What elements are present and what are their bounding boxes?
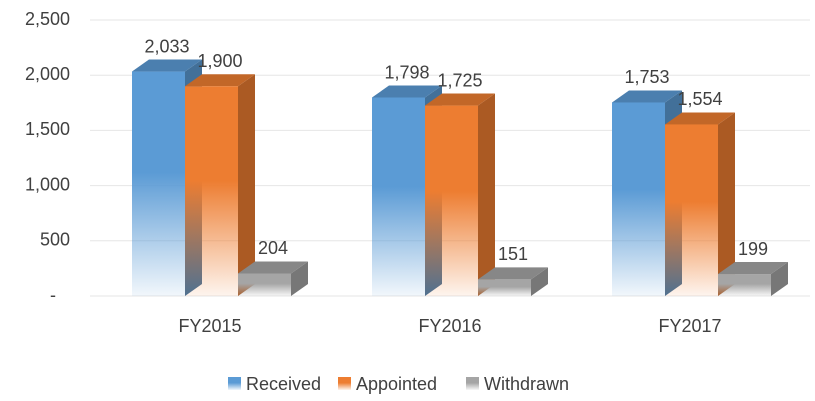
legend-label: Withdrawn — [484, 374, 569, 394]
bar — [425, 105, 478, 296]
bar — [665, 124, 718, 296]
y-tick-label: 500 — [40, 230, 70, 250]
bar-top — [718, 262, 788, 275]
bar-side — [238, 74, 255, 297]
legend-swatch — [228, 377, 241, 390]
y-tick-label: 2,500 — [25, 9, 70, 29]
bar-group — [425, 93, 495, 296]
data-label: 204 — [258, 238, 288, 258]
x-tick-label: FY2015 — [178, 316, 241, 336]
bar-group — [478, 267, 548, 296]
y-tick-label: 1,500 — [25, 119, 70, 139]
bar-side — [771, 262, 788, 296]
bar-side — [531, 267, 548, 296]
data-label: 151 — [498, 244, 528, 264]
data-label: 1,753 — [624, 67, 669, 87]
bar — [185, 86, 238, 297]
bar — [478, 279, 531, 296]
bar-group — [665, 112, 735, 296]
bar-top — [665, 112, 735, 125]
data-label: 1,900 — [197, 51, 242, 71]
bar — [612, 102, 665, 296]
bar-group — [238, 261, 308, 296]
bar-top — [372, 85, 442, 98]
bar-side — [478, 93, 495, 296]
data-label: 1,798 — [384, 62, 429, 82]
bar-top — [612, 90, 682, 103]
bar — [372, 97, 425, 297]
legend-label: Appointed — [356, 374, 437, 394]
legend-label: Received — [246, 374, 321, 394]
x-tick-label: FY2016 — [418, 316, 481, 336]
bar-group — [185, 74, 255, 297]
bar-top — [238, 261, 308, 274]
data-label: 1,554 — [677, 89, 722, 109]
data-label: 1,725 — [437, 70, 482, 90]
legend-swatch — [338, 377, 351, 390]
legend-swatch — [466, 377, 479, 390]
bar-top — [478, 267, 548, 280]
bar-top — [425, 93, 495, 106]
bar-top — [185, 74, 255, 87]
bar — [132, 71, 185, 297]
data-label: 199 — [738, 239, 768, 259]
x-tick-label: FY2017 — [658, 316, 721, 336]
bar-side — [718, 112, 735, 296]
bar-group — [718, 262, 788, 296]
bar — [238, 273, 291, 296]
y-tick-label: - — [50, 285, 56, 305]
y-tick-label: 2,000 — [25, 64, 70, 84]
bar-top — [132, 59, 202, 72]
bar — [718, 274, 771, 296]
y-tick-label: 1,000 — [25, 174, 70, 194]
data-label: 2,033 — [144, 36, 189, 56]
bar-side — [291, 261, 308, 296]
